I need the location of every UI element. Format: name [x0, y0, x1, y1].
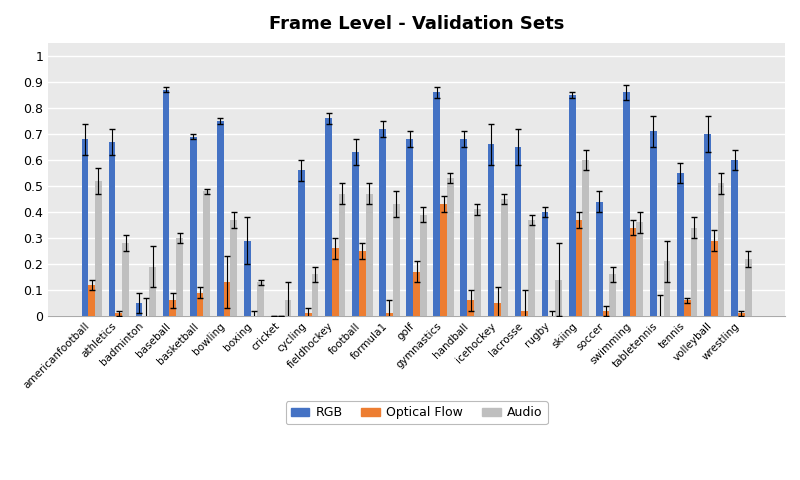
Bar: [487, 144, 494, 316]
Bar: [109, 142, 115, 316]
Bar: [637, 222, 643, 316]
Bar: [88, 285, 95, 316]
Bar: [461, 139, 467, 316]
Bar: [677, 173, 684, 316]
Bar: [95, 181, 102, 316]
Bar: [230, 220, 237, 316]
Bar: [190, 136, 197, 316]
Bar: [338, 194, 346, 316]
Bar: [555, 280, 562, 316]
Bar: [718, 183, 725, 316]
Bar: [244, 240, 250, 316]
Bar: [352, 152, 359, 316]
Bar: [82, 139, 88, 316]
Bar: [494, 303, 501, 316]
Bar: [582, 160, 589, 316]
Bar: [312, 275, 318, 316]
Bar: [440, 204, 447, 316]
Bar: [258, 282, 264, 316]
Bar: [203, 191, 210, 316]
Bar: [690, 228, 698, 316]
Bar: [569, 95, 575, 316]
Bar: [684, 300, 690, 316]
Bar: [522, 311, 528, 316]
Bar: [136, 303, 142, 316]
Bar: [575, 220, 582, 316]
Bar: [745, 259, 751, 316]
Bar: [393, 204, 399, 316]
Bar: [704, 134, 711, 316]
Bar: [305, 313, 312, 316]
Bar: [285, 300, 291, 316]
Bar: [738, 313, 745, 316]
Bar: [501, 199, 508, 316]
Bar: [711, 240, 718, 316]
Bar: [170, 300, 176, 316]
Bar: [528, 220, 535, 316]
Bar: [467, 300, 474, 316]
Bar: [115, 313, 122, 316]
Bar: [630, 228, 637, 316]
Bar: [610, 275, 616, 316]
Bar: [298, 170, 305, 316]
Bar: [474, 209, 481, 316]
Bar: [420, 215, 426, 316]
Bar: [224, 282, 230, 316]
Bar: [366, 194, 373, 316]
Legend: RGB, Optical Flow, Audio: RGB, Optical Flow, Audio: [286, 401, 547, 424]
Bar: [379, 129, 386, 316]
Bar: [176, 238, 183, 316]
Bar: [663, 262, 670, 316]
Bar: [122, 243, 129, 316]
Bar: [197, 293, 203, 316]
Bar: [731, 160, 738, 316]
Bar: [332, 248, 338, 316]
Title: Frame Level - Validation Sets: Frame Level - Validation Sets: [269, 15, 564, 33]
Bar: [162, 90, 170, 316]
Bar: [542, 212, 549, 316]
Bar: [325, 119, 332, 316]
Bar: [447, 178, 454, 316]
Bar: [149, 266, 156, 316]
Bar: [434, 92, 440, 316]
Bar: [650, 132, 657, 316]
Bar: [602, 311, 610, 316]
Bar: [359, 251, 366, 316]
Bar: [623, 92, 630, 316]
Bar: [406, 139, 413, 316]
Bar: [217, 121, 224, 316]
Bar: [596, 202, 602, 316]
Bar: [514, 147, 522, 316]
Bar: [386, 313, 393, 316]
Bar: [413, 272, 420, 316]
